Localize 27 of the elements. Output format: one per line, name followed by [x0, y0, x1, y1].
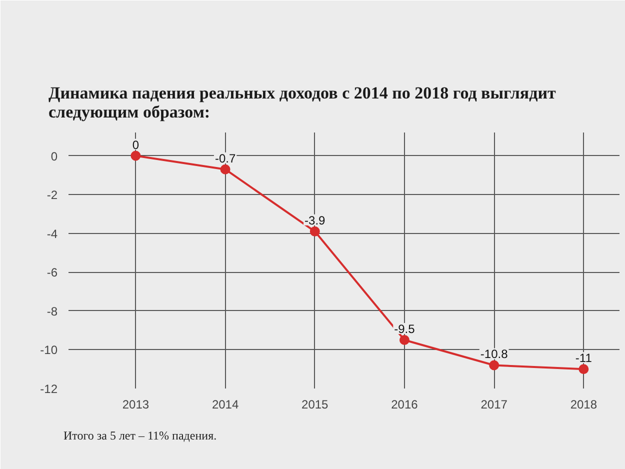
point: [399, 335, 410, 346]
chart-title: Динамика падения реальных доходов с 2014 по 2018 год выглядит следующим образом:: [48, 84, 556, 122]
x-tick-label: 2017: [480, 398, 508, 412]
data-label: 0: [132, 138, 140, 152]
x-tick-label: 2013: [122, 398, 150, 412]
data-label: -3.9: [304, 213, 326, 228]
data-label: -11: [575, 351, 592, 366]
y-tick-label: -2: [46, 188, 58, 202]
y-tick-label: -4: [46, 226, 58, 241]
point: [130, 150, 141, 161]
x-tick-label: 2014: [212, 398, 239, 412]
y-tick-label: -10: [40, 343, 58, 358]
y-tick-label: 0: [50, 149, 58, 164]
y-tick-label: -8: [46, 304, 58, 318]
point: [310, 226, 320, 236]
point: [489, 360, 500, 370]
data-label: -9.5: [394, 322, 416, 336]
point: [220, 164, 230, 174]
text: Итого за 5 лет – 11% падения.: [64, 428, 217, 442]
x-tick-label: 2015: [302, 398, 329, 412]
y-tick-label: -6: [46, 266, 58, 280]
point: [578, 364, 589, 374]
y-tick-label: -12: [40, 382, 58, 396]
x-tick-label: 2016: [391, 398, 418, 412]
data-label: -0.7: [214, 151, 236, 166]
x-tick-label: 2018: [570, 398, 598, 412]
data-label: -10.8: [480, 347, 508, 362]
